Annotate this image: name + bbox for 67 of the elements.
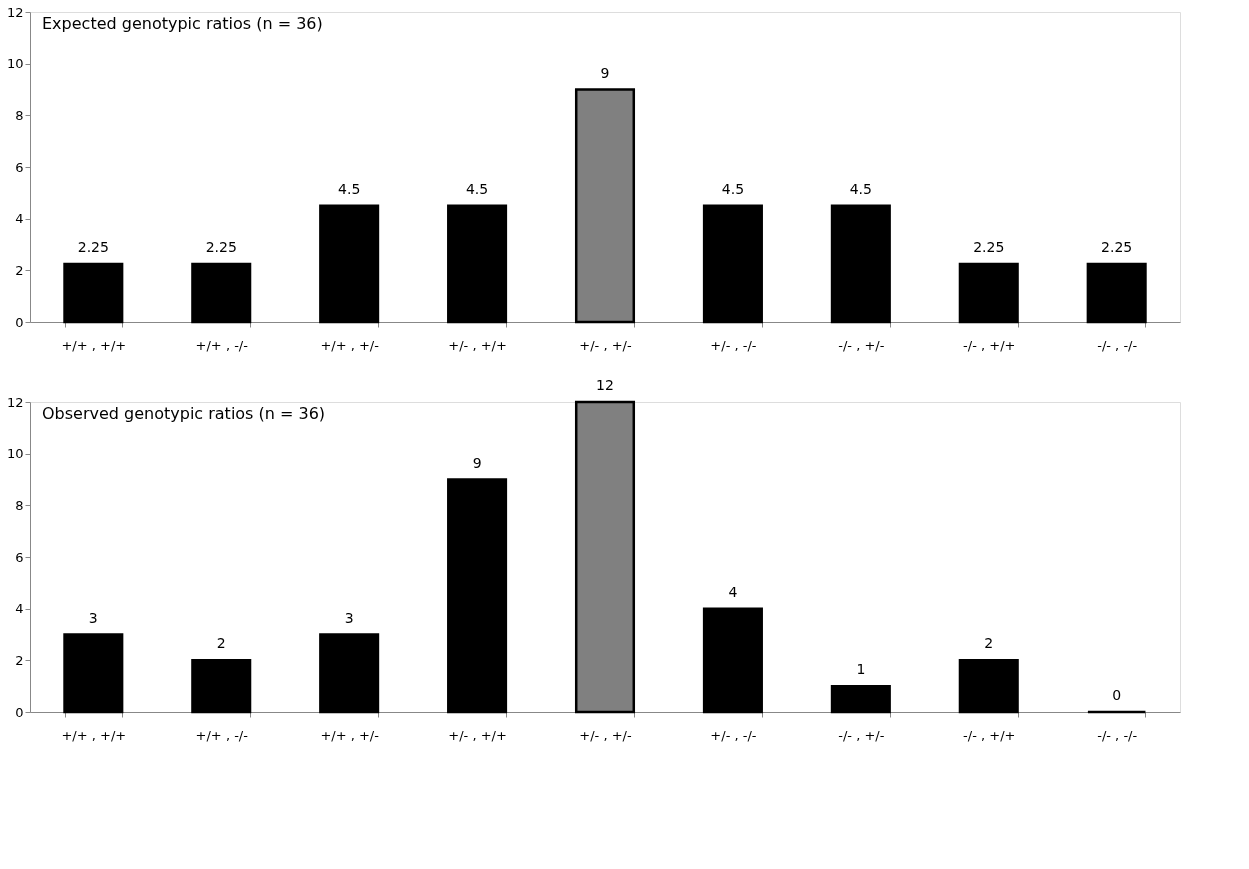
y-tick-label: 4	[15, 601, 24, 617]
bar	[447, 478, 508, 714]
data-label: 4.5	[721, 180, 745, 197]
data-label: 3	[88, 609, 98, 626]
bar	[830, 684, 891, 714]
y-tick-label: 12	[6, 394, 24, 410]
bar	[702, 204, 763, 324]
y-tick-label: 6	[15, 549, 24, 565]
bar	[191, 262, 252, 324]
bar	[319, 204, 380, 324]
x-tick-label: -/- , +/-	[838, 727, 885, 743]
data-label: 2.25	[77, 238, 109, 255]
y-tick-label: 2	[15, 652, 24, 668]
bar	[1086, 262, 1147, 324]
data-label: 2.25	[973, 238, 1005, 255]
bar	[830, 204, 891, 324]
data-label: 9	[472, 454, 482, 471]
bar	[319, 633, 380, 714]
y-tick-label: 0	[15, 314, 24, 330]
data-label: 9	[600, 64, 610, 81]
bar	[702, 607, 763, 714]
data-label: 4	[728, 583, 738, 600]
y-tick-label: 10	[6, 446, 24, 462]
y-tick-label: 8	[15, 497, 24, 513]
x-tick-label: +/+ , +/+	[61, 337, 127, 353]
x-tick-label: +/- , +/-	[579, 337, 632, 353]
y-tick-label: 12	[6, 4, 24, 20]
data-label: 4.5	[338, 180, 361, 197]
bar	[447, 204, 508, 324]
data-label: 4.5	[849, 180, 872, 197]
x-tick-label: +/- , +/+	[448, 727, 507, 743]
x-tick-label: +/+ , +/-	[320, 727, 380, 743]
y-tick-label: 4	[15, 211, 24, 227]
data-label: 0	[1112, 687, 1122, 703]
bar	[63, 262, 124, 324]
y-tick-label: 10	[6, 56, 24, 72]
x-tick-label: +/+ , +/-	[320, 337, 380, 353]
x-tick-label: -/- , +/-	[838, 337, 885, 353]
data-label: 2	[216, 635, 226, 652]
x-tick-label: -/- , -/-	[1097, 337, 1138, 353]
x-tick-label: +/- , +/-	[579, 727, 632, 743]
x-tick-label: -/- , +/+	[963, 727, 1016, 743]
y-tick-label: 6	[15, 159, 24, 175]
bar	[958, 262, 1019, 324]
bar	[63, 633, 124, 714]
data-label: 2.25	[1101, 238, 1133, 255]
data-label: 1	[856, 661, 866, 678]
data-label: 3	[344, 609, 354, 626]
x-tick-label: +/+ , -/-	[195, 337, 249, 353]
x-tick-label: +/- , -/-	[710, 727, 757, 743]
data-label: 4.5	[465, 180, 489, 197]
x-tick-label: -/- , -/-	[1097, 727, 1138, 743]
x-tick-label: +/- , +/+	[448, 337, 507, 353]
x-tick-label: -/- , +/+	[963, 337, 1016, 353]
data-label: 12	[596, 377, 614, 393]
y-tick-label: 2	[15, 262, 24, 278]
data-label: 2	[984, 635, 994, 652]
x-tick-label: +/+ , -/-	[195, 727, 249, 743]
y-tick-label: 0	[15, 704, 24, 720]
y-tick-label: 8	[15, 107, 24, 123]
bar	[191, 659, 252, 714]
bar	[958, 659, 1019, 714]
x-tick-label: +/+ , +/+	[61, 727, 127, 743]
chart-title: Observed genotypic ratios (n = 36)	[42, 404, 326, 423]
chart-title: Expected genotypic ratios (n = 36)	[42, 14, 323, 33]
data-label: 2.25	[205, 238, 237, 255]
x-tick-label: +/- , -/-	[710, 337, 757, 353]
